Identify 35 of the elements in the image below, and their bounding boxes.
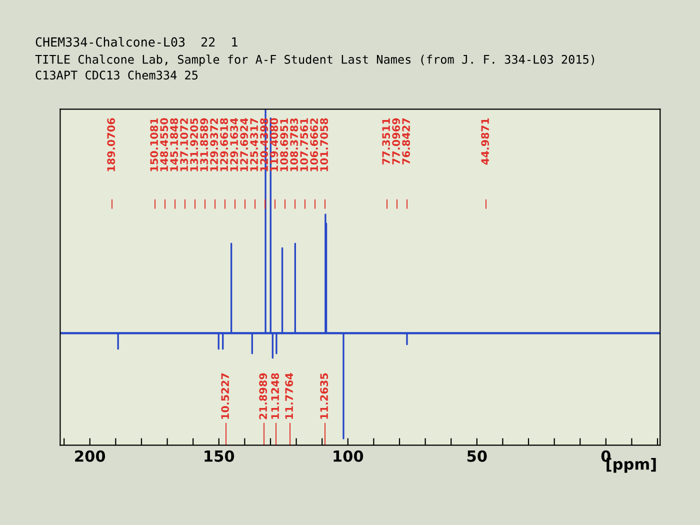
- annotation: 119.4080: [270, 118, 278, 172]
- x-tick-label: 150: [204, 450, 234, 462]
- annotation: 11.1248: [271, 373, 280, 419]
- annotation: 21.8989: [259, 373, 268, 420]
- x-tick-label: 50: [467, 450, 487, 462]
- annotation: 129.1634: [230, 118, 238, 172]
- x-tick-label: 100: [334, 450, 364, 462]
- chart-subtitle: TITLE Chalcone Lab, Sample for A-F Student Last Names (from J. F. 334-L03 2015): [35, 54, 594, 66]
- annotation: 107.7561: [300, 118, 308, 172]
- x-tick-label: 200: [75, 450, 106, 462]
- annotation: 108.6951: [280, 118, 288, 172]
- chart-title: CHEM334-Chalcone-L03 22 1: [36, 36, 238, 47]
- annotation: 11.2635: [320, 373, 328, 419]
- annotation: 77.3511: [382, 118, 390, 164]
- annotation: 77.0969: [392, 118, 400, 164]
- annotation: 129.9372: [210, 118, 218, 172]
- annotation: 127.6924: [240, 118, 248, 172]
- annotation: 76.8427: [402, 118, 410, 164]
- annotation: 131.8589: [200, 118, 208, 172]
- annotation: 148.4550: [160, 118, 168, 172]
- annotation: 120.4398: [260, 118, 268, 172]
- annotation: 125.4317: [250, 118, 258, 172]
- annotation: 131.9205: [190, 118, 198, 172]
- text: C13APT CDC13 Chem334 25: [36, 70, 198, 80]
- annotation: 108.3783: [290, 118, 298, 172]
- annotation: 101.7058: [320, 118, 328, 172]
- annotation: 129.6618: [220, 118, 228, 172]
- annotation: 137.1072: [180, 118, 188, 172]
- annotation: 44.9871: [481, 118, 490, 165]
- annotation: 145.1848: [170, 118, 178, 172]
- annotation: 11.7764: [285, 373, 294, 419]
- annotation: 106.6662: [310, 118, 318, 172]
- annotation: 150.1081: [150, 118, 158, 172]
- annotation: 189.0706: [107, 118, 116, 172]
- annotation: 10.5227: [221, 373, 230, 419]
